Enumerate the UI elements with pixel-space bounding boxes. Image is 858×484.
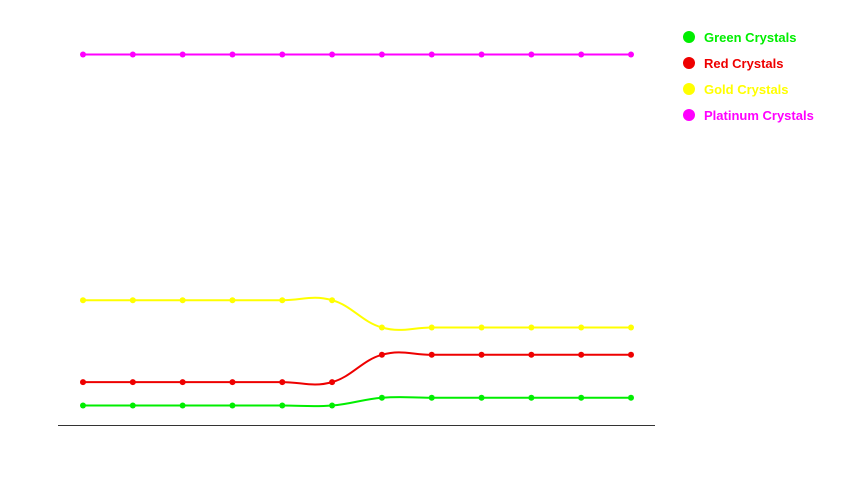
data-point-gold-crystals-2[interactable] [129,297,136,304]
data-point-platinum-crystals-9[interactable] [478,51,485,58]
data-point-green-crystals-12[interactable] [628,394,634,401]
legend-marker-icon [683,109,695,121]
series-line-green-crystals [83,396,631,408]
legend-marker-icon [683,31,695,43]
data-point-red-crystals-4[interactable] [229,379,236,386]
legend: Green Crystals Red Crystals Gold Crystals P… [683,24,814,128]
data-point-gold-crystals-7[interactable] [378,324,385,331]
legend-item-platinum-crystals[interactable]: Platinum Crystals [683,102,814,128]
data-point-red-crystals-9[interactable] [478,351,485,358]
legend-marker-icon [683,83,695,95]
data-point-green-crystals-2[interactable] [129,402,136,409]
data-point-platinum-crystals-2[interactable] [129,51,136,58]
data-point-gold-crystals-9[interactable] [478,324,485,331]
data-point-platinum-crystals-8[interactable] [428,51,435,58]
data-point-platinum-crystals-3[interactable] [179,51,186,58]
data-point-green-crystals-5[interactable] [279,402,286,409]
data-point-gold-crystals-12[interactable] [628,324,634,331]
series-line-red-crystals [82,351,631,386]
legend-item-gold-crystals[interactable]: Gold Crystals [683,76,814,102]
data-point-gold-crystals-10[interactable] [528,324,535,331]
data-point-red-crystals-1[interactable] [80,379,86,386]
data-point-gold-crystals-5[interactable] [279,297,286,304]
legend-label: Green Crystals [704,29,797,45]
data-point-platinum-crystals-4[interactable] [229,51,236,58]
data-point-red-crystals-2[interactable] [129,379,136,386]
data-point-red-crystals-11[interactable] [578,351,585,358]
data-point-gold-crystals-11[interactable] [578,324,585,331]
data-point-red-crystals-8[interactable] [428,351,435,358]
data-point-platinum-crystals-6[interactable] [329,51,336,58]
legend-item-green-crystals[interactable]: Green Crystals [683,24,814,50]
data-point-red-crystals-7[interactable] [378,351,385,358]
data-point-green-crystals-11[interactable] [578,394,585,401]
legend-marker-icon [683,57,695,69]
data-point-green-crystals-8[interactable] [428,394,435,401]
data-point-green-crystals-6[interactable] [329,402,336,409]
data-point-red-crystals-3[interactable] [179,379,186,386]
data-point-gold-crystals-4[interactable] [229,297,236,304]
series-line-gold-crystals [83,296,631,331]
data-point-gold-crystals-3[interactable] [179,297,186,304]
data-point-green-crystals-4[interactable] [229,402,236,409]
data-point-gold-crystals-6[interactable] [329,297,336,304]
data-point-green-crystals-7[interactable] [378,394,385,401]
data-point-red-crystals-12[interactable] [628,351,634,358]
data-point-platinum-crystals-5[interactable] [279,51,286,58]
data-point-red-crystals-6[interactable] [329,379,336,386]
series-layer [80,51,634,409]
legend-label: Gold Crystals [704,81,789,97]
legend-label: Platinum Crystals [704,107,814,123]
data-point-green-crystals-1[interactable] [80,402,86,409]
data-point-platinum-crystals-10[interactable] [528,51,535,58]
data-point-platinum-crystals-1[interactable] [80,51,86,58]
data-point-green-crystals-9[interactable] [478,394,485,401]
data-point-green-crystals-10[interactable] [528,394,535,401]
data-point-platinum-crystals-11[interactable] [578,51,585,58]
data-point-platinum-crystals-12[interactable] [628,51,634,58]
series-green-crystals [80,394,634,409]
series-gold-crystals [80,296,634,331]
data-point-gold-crystals-1[interactable] [80,297,86,304]
data-point-green-crystals-3[interactable] [179,402,186,409]
data-point-red-crystals-10[interactable] [528,351,535,358]
data-point-red-crystals-5[interactable] [279,379,286,386]
data-point-gold-crystals-8[interactable] [428,324,435,331]
series-platinum-crystals [80,51,634,58]
legend-item-red-crystals[interactable]: Red Crystals [683,50,814,76]
series-red-crystals [80,351,634,386]
data-point-platinum-crystals-7[interactable] [378,51,385,58]
legend-label: Red Crystals [704,55,784,71]
